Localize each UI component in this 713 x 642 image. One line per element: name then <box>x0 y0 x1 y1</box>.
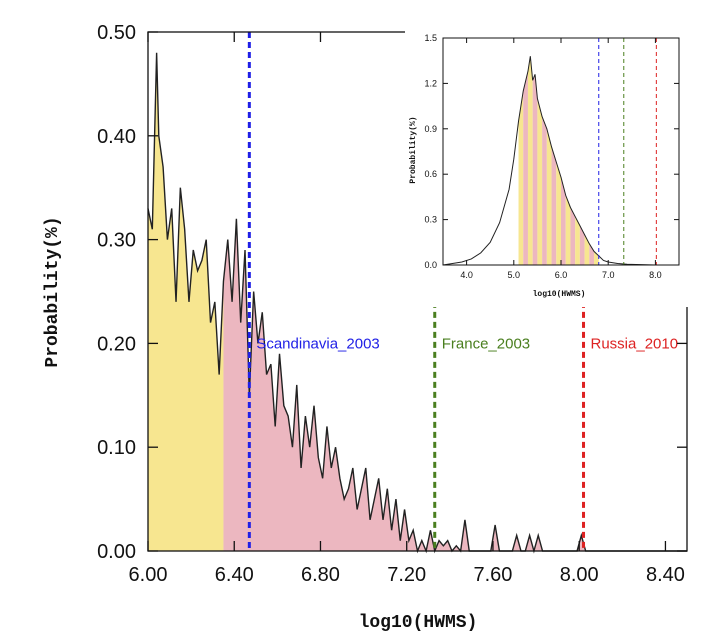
y-tick-label: 0.20 <box>97 333 136 355</box>
inset-axes: 0.0 0.3 0.6 0.9 1.2 1.5 4.0 5.0 6.0 7.0 8.0 <box>424 33 680 280</box>
inset-x-tick-label: 6.0 <box>555 270 568 280</box>
main-fill-pink <box>223 218 687 551</box>
inset-x-axis-title: log10(HWMS) <box>533 290 586 299</box>
inset-fill-stripe <box>565 195 571 265</box>
inset-density-line <box>442 56 679 266</box>
inset-x-tick-label: 7.0 <box>602 270 615 280</box>
x-tick-label: 8.00 <box>560 564 599 586</box>
inset-event-markers <box>598 38 657 265</box>
inset-fill-stripe <box>579 225 585 265</box>
inset-fill-stripe <box>556 162 561 265</box>
inset-y-tick-label: 1.2 <box>424 78 437 88</box>
x-tick-label: 8.40 <box>646 564 685 586</box>
inset-x-tick-label: 5.0 <box>508 270 521 280</box>
y-tick-label: 0.40 <box>97 126 136 148</box>
inset-fill-stripe <box>546 128 552 265</box>
event-label-scandinavia_2003: Scandinavia_2003 <box>256 335 379 352</box>
x-tick-label: 6.40 <box>215 564 254 586</box>
inset-fill-areas <box>518 56 599 266</box>
inset-x-tick-label: 8.0 <box>649 270 662 280</box>
inset-fill-stripe <box>589 243 595 265</box>
inset-fill-stripe <box>523 71 528 265</box>
x-tick-label: 7.60 <box>473 564 512 586</box>
main-axes: 0.00 0.10 0.20 0.30 0.40 0.50 6.00 6.40 6.80 7.20… <box>97 22 688 586</box>
main-fill-yellow <box>148 52 224 551</box>
x-tick-label: 7.20 <box>387 564 426 586</box>
inset-y-tick-label: 0.6 <box>424 169 437 179</box>
main-event-markers: Scandinavia_2003 France_2003 Russia_2010 <box>247 32 679 551</box>
inset-fill-stripe <box>561 177 566 265</box>
inset-y-tick-label: 0.3 <box>424 215 437 225</box>
main-density-path <box>147 52 687 554</box>
inset-fill-stripe <box>532 74 538 265</box>
event-label-russia_2010: Russia_2010 <box>591 335 679 352</box>
inset-density-path <box>442 56 679 266</box>
y-axis-title: Probability(%) <box>43 216 63 367</box>
event-label-france_2003: France_2003 <box>442 335 530 352</box>
inset-fill-stripe <box>542 116 547 266</box>
x-axis-title: log10(HWMS) <box>359 613 478 633</box>
inset-fill-stripe <box>537 98 543 266</box>
inset-fill-stripe <box>575 216 580 265</box>
inset-x-tick-label: 4.0 <box>460 270 473 280</box>
inset-y-tick-label: 0.9 <box>424 124 437 134</box>
inset-fill-stripe <box>570 207 576 265</box>
inset-fill-stripe <box>551 146 557 265</box>
inset-fill-stripe <box>527 56 533 265</box>
inset-y-tick-label: 0.0 <box>424 260 437 270</box>
inset-fill-stripe <box>594 251 599 265</box>
y-tick-label: 0.00 <box>97 541 136 563</box>
x-tick-label: 6.00 <box>129 564 168 586</box>
x-tick-label: 6.80 <box>301 564 340 586</box>
inset-y-axis-title: Probability(%) <box>409 116 418 183</box>
inset-fill-stripe <box>518 90 524 265</box>
main-fill-areas <box>148 52 687 551</box>
y-tick-label: 0.50 <box>97 22 136 44</box>
y-tick-label: 0.10 <box>97 437 136 459</box>
main-density-line <box>147 52 687 554</box>
y-tick-label: 0.30 <box>97 230 136 252</box>
inset-y-tick-label: 1.5 <box>424 33 437 43</box>
